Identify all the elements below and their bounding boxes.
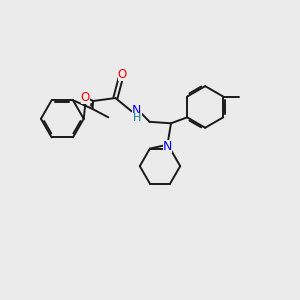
Text: O: O: [81, 91, 90, 104]
Text: N: N: [132, 104, 142, 117]
Text: N: N: [163, 140, 172, 153]
Text: H: H: [133, 113, 141, 123]
Text: O: O: [118, 68, 127, 81]
